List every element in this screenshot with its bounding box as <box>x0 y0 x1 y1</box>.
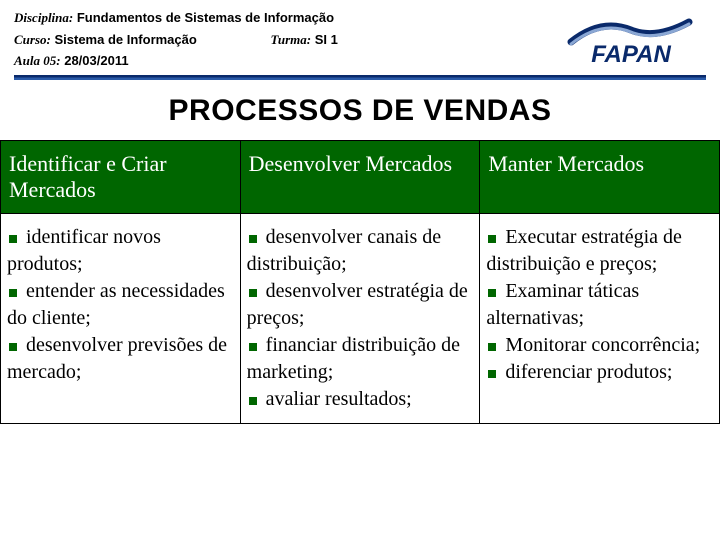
header-divider <box>14 75 706 80</box>
bullet-icon <box>249 397 257 405</box>
slide-title: PROCESSOS DE VENDAS <box>0 84 720 140</box>
bullet-block-2: Executar estratégia de distribuição e pr… <box>486 224 713 386</box>
table-body: identificar novos produtos; entender as … <box>1 214 720 424</box>
cell-1: desenvolver canais de distribuição; dese… <box>240 214 480 424</box>
bullet-icon <box>488 343 496 351</box>
logo: FAPAN <box>556 8 706 70</box>
process-table: Identificar e Criar Mercados Desenvolver… <box>0 140 720 425</box>
table-row: identificar novos produtos; entender as … <box>1 214 720 424</box>
logo-text: FAPAN <box>591 41 671 68</box>
bullet-text: entender as necessidades do cliente; <box>7 280 225 329</box>
disciplina-label: Disciplina: <box>14 10 73 25</box>
bullet-text: desenvolver estratégia de preços; <box>247 280 468 329</box>
bullet-block-0: identificar novos produtos; entender as … <box>7 224 234 386</box>
header-row: Disciplina: Fundamentos de Sistemas de I… <box>14 8 706 73</box>
col-header-0: Identificar e Criar Mercados <box>1 140 241 214</box>
bullet-text: Monitorar concorrência; <box>500 334 700 356</box>
bullet-text: Examinar táticas alternativas; <box>486 280 639 329</box>
slide-header: Disciplina: Fundamentos de Sistemas de I… <box>0 0 720 84</box>
bullet-icon <box>488 370 496 378</box>
bullet-text: avaliar resultados; <box>261 388 412 410</box>
disciplina-line: Disciplina: Fundamentos de Sistemas de I… <box>14 8 556 28</box>
cell-0: identificar novos produtos; entender as … <box>1 214 241 424</box>
bullet-text: diferenciar produtos; <box>500 361 672 383</box>
bullet-text: identificar novos produtos; <box>7 226 161 275</box>
bullet-icon <box>9 289 17 297</box>
col-header-1: Desenvolver Mercados <box>240 140 480 214</box>
turma-value: SI 1 <box>315 32 338 47</box>
bullet-icon <box>9 235 17 243</box>
turma-block: Turma: SI 1 <box>270 30 337 50</box>
bullet-icon <box>488 289 496 297</box>
bullet-text: financiar distribuição de marketing; <box>247 334 460 383</box>
curso-value: Sistema de Informação <box>54 32 196 47</box>
disciplina-value: Fundamentos de Sistemas de Informação <box>77 10 334 25</box>
turma-label: Turma: <box>270 32 311 47</box>
aula-value: 28/03/2011 <box>64 53 128 68</box>
table-header-row: Identificar e Criar Mercados Desenvolver… <box>1 140 720 214</box>
bullet-block-1: desenvolver canais de distribuição; dese… <box>247 224 474 413</box>
col-header-2: Manter Mercados <box>480 140 720 214</box>
table-head: Identificar e Criar Mercados Desenvolver… <box>1 140 720 214</box>
bullet-icon <box>488 235 496 243</box>
curso-label: Curso: <box>14 32 51 47</box>
curso-line: Curso: Sistema de Informação Turma: SI 1 <box>14 30 556 50</box>
bullet-icon <box>249 235 257 243</box>
fapan-logo-icon: FAPAN <box>561 10 701 70</box>
cell-2: Executar estratégia de distribuição e pr… <box>480 214 720 424</box>
aula-label: Aula 05: <box>14 53 61 68</box>
bullet-icon <box>9 343 17 351</box>
bullet-text: desenvolver canais de distribuição; <box>247 226 441 275</box>
aula-line: Aula 05: 28/03/2011 <box>14 51 556 71</box>
bullet-icon <box>249 343 257 351</box>
bullet-text: desenvolver previsões de mercado; <box>7 334 227 383</box>
bullet-icon <box>249 289 257 297</box>
bullet-text: Executar estratégia de distribuição e pr… <box>486 226 682 275</box>
header-text-block: Disciplina: Fundamentos de Sistemas de I… <box>14 8 556 73</box>
